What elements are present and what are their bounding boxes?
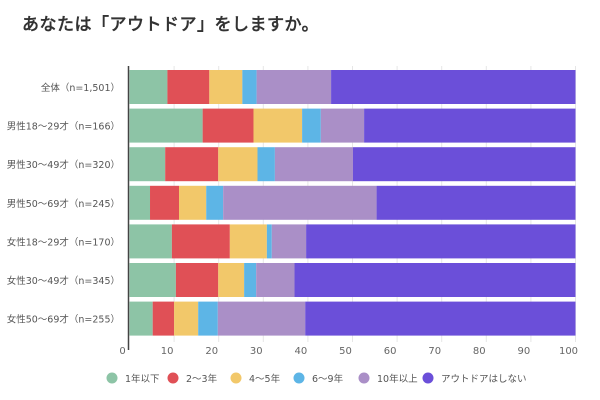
bar-segment bbox=[174, 301, 199, 336]
bar-segment bbox=[179, 185, 207, 220]
legend-label: 1年以下 bbox=[125, 373, 160, 385]
bar-segment bbox=[306, 224, 576, 259]
legend-marker bbox=[106, 372, 118, 384]
legend-label: 10年以上 bbox=[377, 373, 418, 385]
bar-segment bbox=[294, 263, 576, 297]
legend-marker bbox=[422, 372, 434, 384]
category-label: 女性18〜29才（n=170） bbox=[7, 236, 120, 248]
bar-segment bbox=[150, 185, 180, 220]
bar-segment bbox=[165, 147, 219, 182]
x-tick-label: 30 bbox=[250, 346, 263, 357]
bar-segment bbox=[256, 70, 332, 104]
bar-segment bbox=[202, 108, 254, 143]
bar-segment bbox=[257, 147, 275, 182]
bar-segment bbox=[217, 301, 306, 336]
bar-segment bbox=[218, 263, 245, 297]
bar-segment bbox=[331, 70, 576, 104]
x-tick-label: 10 bbox=[161, 346, 174, 357]
legend-marker bbox=[358, 372, 370, 384]
x-tick-label: 80 bbox=[473, 346, 486, 357]
bar-segment bbox=[171, 224, 230, 259]
x-tick-label: 100 bbox=[559, 346, 578, 357]
category-label: 全体（n=1,501） bbox=[41, 82, 120, 94]
legend-marker bbox=[167, 372, 179, 384]
x-tick-label: 60 bbox=[384, 346, 397, 357]
bar-segment bbox=[376, 185, 576, 220]
bar-segment bbox=[129, 147, 166, 182]
x-tick-label: 40 bbox=[295, 346, 308, 357]
bar-segment bbox=[271, 224, 307, 259]
bar-segment bbox=[266, 224, 272, 259]
bar-segment bbox=[305, 301, 576, 336]
bar-segment bbox=[274, 147, 353, 182]
bar-segment bbox=[256, 263, 295, 297]
bar-segment bbox=[320, 108, 365, 143]
bar-segment bbox=[302, 108, 321, 143]
bar-segment bbox=[198, 301, 218, 336]
bar-segment bbox=[129, 70, 168, 104]
legend-label: アウトドアはしない bbox=[441, 374, 527, 385]
category-label: 女性50〜69才（n=255） bbox=[7, 314, 120, 326]
legend-label: 2〜3年 bbox=[186, 373, 218, 385]
bar-segment bbox=[244, 263, 257, 297]
legend-marker bbox=[230, 372, 242, 384]
x-tick-label: 20 bbox=[205, 346, 218, 357]
bar-segment bbox=[209, 70, 243, 104]
category-label: 女性30〜49才（n=345） bbox=[7, 275, 120, 287]
bar-segment bbox=[352, 147, 576, 182]
bar-segment bbox=[218, 147, 258, 182]
bar-segment bbox=[364, 108, 576, 143]
x-tick-label: 0 bbox=[119, 346, 125, 357]
bar-segment bbox=[129, 108, 203, 143]
bar-segment bbox=[129, 263, 176, 297]
x-tick-label: 90 bbox=[518, 346, 531, 357]
x-tick-label: 50 bbox=[339, 346, 352, 357]
bar-segment bbox=[206, 185, 224, 220]
legend-label: 6〜9年 bbox=[312, 373, 344, 385]
bar-segment bbox=[129, 224, 172, 259]
legend-marker bbox=[293, 372, 305, 384]
bar-segment bbox=[152, 301, 175, 336]
chart-title: あなたは「アウトドア」をしますか。 bbox=[22, 15, 320, 35]
category-label: 男性30〜49才（n=320） bbox=[7, 159, 120, 171]
category-label: 男性18〜29才（n=166） bbox=[7, 121, 120, 133]
legend-label: 4〜5年 bbox=[249, 373, 281, 385]
category-label: 男性50〜69才（n=245） bbox=[7, 198, 120, 210]
bar-segment bbox=[253, 108, 303, 143]
x-tick-label: 70 bbox=[428, 346, 441, 357]
bar-segment bbox=[229, 224, 267, 259]
bar-segment bbox=[167, 70, 210, 104]
bar-segment bbox=[175, 263, 219, 297]
bar-segment bbox=[223, 185, 377, 220]
bar-segment bbox=[242, 70, 257, 104]
bar-segment bbox=[129, 301, 153, 336]
bar-segment bbox=[129, 185, 151, 220]
